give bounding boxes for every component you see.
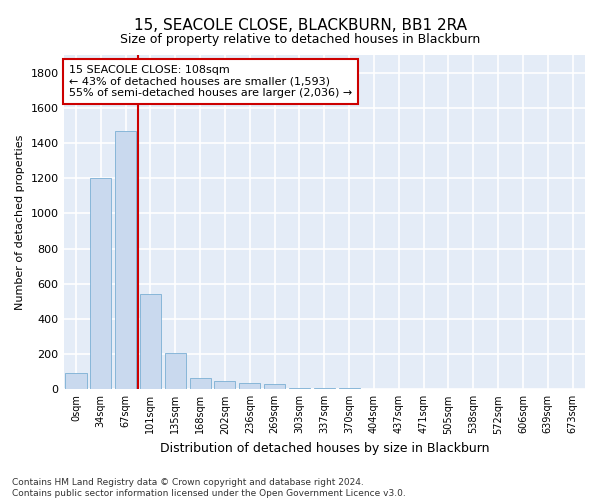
Bar: [90, 178, 112, 390]
Bar: [190, 378, 211, 390]
Bar: [115, 130, 136, 390]
Text: Size of property relative to detached houses in Blackburn: Size of property relative to detached ho…: [120, 32, 480, 46]
Bar: [338, 388, 359, 390]
Bar: [264, 384, 285, 390]
Bar: [314, 388, 335, 390]
Text: 15 SEACOLE CLOSE: 108sqm
← 43% of detached houses are smaller (1,593)
55% of sem: 15 SEACOLE CLOSE: 108sqm ← 43% of detach…: [69, 65, 352, 98]
Bar: [165, 353, 186, 390]
Bar: [239, 383, 260, 390]
Bar: [364, 389, 385, 390]
Bar: [289, 388, 310, 390]
Bar: [65, 374, 86, 390]
Text: Contains HM Land Registry data © Crown copyright and database right 2024.
Contai: Contains HM Land Registry data © Crown c…: [12, 478, 406, 498]
Bar: [140, 294, 161, 390]
Text: 15, SEACOLE CLOSE, BLACKBURN, BB1 2RA: 15, SEACOLE CLOSE, BLACKBURN, BB1 2RA: [133, 18, 467, 32]
Bar: [214, 382, 235, 390]
Y-axis label: Number of detached properties: Number of detached properties: [15, 134, 25, 310]
X-axis label: Distribution of detached houses by size in Blackburn: Distribution of detached houses by size …: [160, 442, 489, 455]
